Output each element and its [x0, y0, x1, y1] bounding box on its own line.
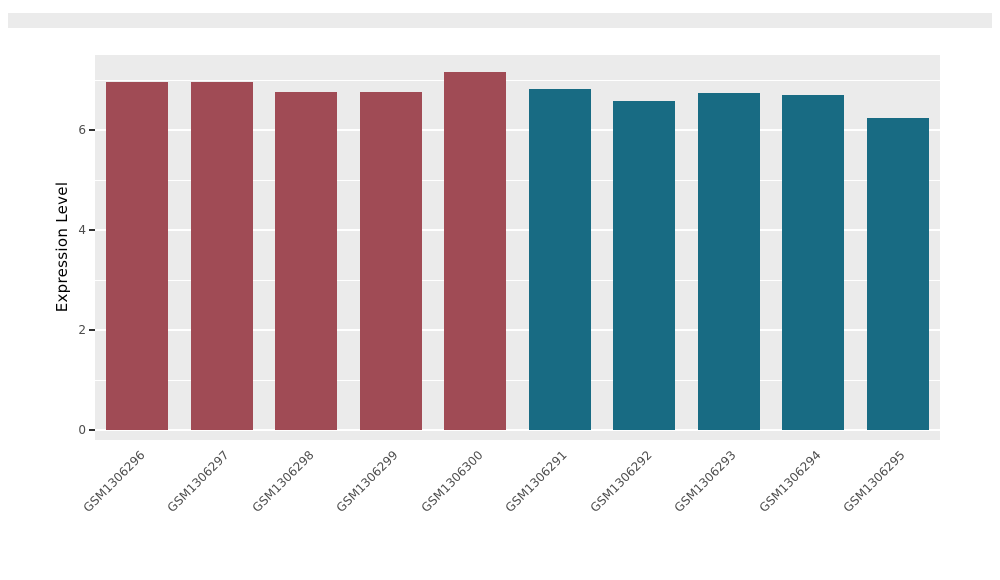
- bar: [275, 91, 338, 430]
- gridline-major: [95, 129, 940, 131]
- x-tick-label: GSM1306294: [756, 448, 824, 515]
- x-tick-label: GSM1306291: [502, 448, 570, 515]
- bar: [190, 82, 253, 430]
- x-tick-label: GSM1306293: [671, 448, 739, 515]
- bar: [359, 91, 422, 430]
- plot-panel: [95, 55, 940, 440]
- y-tick-mark: [89, 229, 95, 231]
- y-tick-label: 0: [78, 423, 86, 437]
- gridline-minor: [95, 80, 940, 81]
- gridline-major: [95, 429, 940, 431]
- gridline-major: [95, 329, 940, 331]
- x-tick-label: GSM1306297: [164, 448, 232, 515]
- bar: [782, 95, 845, 430]
- gridline-major: [95, 229, 940, 231]
- top-strip: [8, 13, 992, 28]
- bar: [613, 101, 676, 430]
- bar: [528, 89, 591, 430]
- y-axis-title: Expression Level: [53, 181, 71, 313]
- bar: [697, 93, 760, 430]
- y-tick-label: 4: [78, 223, 86, 237]
- gridline-minor: [95, 280, 940, 281]
- y-tick-label: 6: [78, 123, 86, 137]
- x-tick-label: GSM1306292: [587, 448, 655, 515]
- x-tick-label: GSM1306299: [333, 448, 401, 515]
- gridline-minor: [95, 380, 940, 381]
- x-tick-label: GSM1306300: [418, 448, 486, 515]
- gridline-minor: [95, 180, 940, 181]
- y-tick-mark: [89, 129, 95, 131]
- bar: [106, 82, 169, 430]
- y-tick-label: 2: [78, 323, 86, 337]
- y-tick-mark: [89, 429, 95, 431]
- x-tick-label: GSM1306295: [840, 448, 908, 515]
- x-tick-label: GSM1306296: [80, 448, 148, 515]
- bar: [866, 118, 929, 430]
- y-tick-mark: [89, 329, 95, 331]
- bar: [444, 72, 507, 430]
- x-tick-label: GSM1306298: [249, 448, 317, 515]
